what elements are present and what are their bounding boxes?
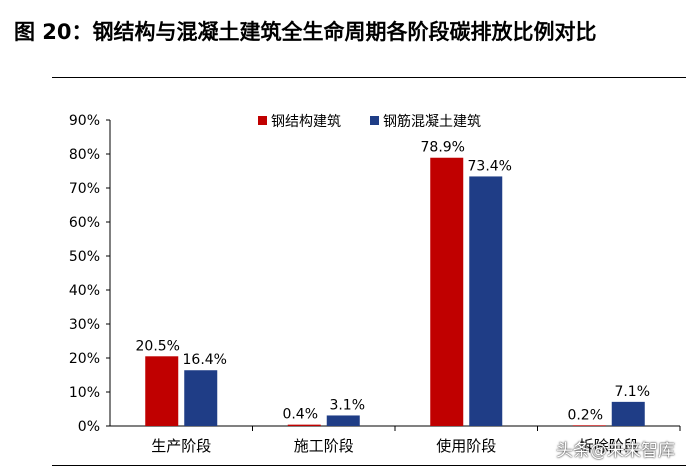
legend-label: 钢结构建筑 [271, 114, 341, 130]
y-tick-label: 90% [69, 113, 100, 129]
bar [287, 424, 321, 426]
y-tick-label: 10% [69, 385, 100, 401]
watermark: 头条@未来智库 [556, 441, 675, 461]
chart-bars [145, 157, 645, 427]
y-tick-label: 20% [69, 351, 100, 367]
x-tick-label: 生产阶段 [151, 437, 211, 455]
y-tick-label: 70% [69, 181, 100, 197]
bar [326, 415, 360, 426]
title-divider [52, 77, 686, 78]
bar [184, 370, 218, 426]
legend-label: 钢筋混凝土建筑 [383, 113, 481, 130]
bar [611, 401, 645, 426]
x-tick-label: 施工阶段 [294, 437, 354, 455]
bar [145, 356, 179, 426]
bar [430, 157, 464, 427]
y-tick-label: 0% [78, 419, 100, 435]
data-label: 0.2% [567, 407, 603, 423]
data-label: 78.9% [421, 140, 465, 156]
y-tick-label: 80% [69, 147, 100, 163]
y-tick-label: 60% [69, 215, 100, 231]
x-tick-label: 拆除阶段 [579, 437, 639, 455]
legend-swatch [370, 116, 379, 125]
data-label: 0.4% [282, 407, 318, 423]
y-tick-label: 40% [69, 283, 100, 299]
bar [469, 176, 503, 426]
y-tick-label: 30% [69, 317, 100, 333]
chart-data-labels: 20.5%16.4% 0.4% 3.1% 78.9%73.4% 0.2% 7.1% [136, 140, 651, 424]
y-tick-label: 50% [69, 249, 100, 265]
data-label: 16.4% [183, 352, 227, 368]
data-label: 20.5% [136, 338, 180, 354]
bottom-divider [52, 465, 686, 466]
chart-legend: 钢结构建筑 钢筋混凝土建筑 [258, 113, 481, 130]
x-tick-label: 使用阶段 [436, 437, 496, 455]
legend-swatch [258, 116, 267, 125]
figure-title: 图 20：钢结构与混凝土建筑全生命周期各阶段碳排放比例对比 [14, 20, 597, 44]
data-label: 3.1% [329, 397, 365, 413]
data-label: 73.4% [468, 158, 512, 174]
bar [572, 425, 606, 426]
data-label: 7.1% [614, 384, 650, 400]
